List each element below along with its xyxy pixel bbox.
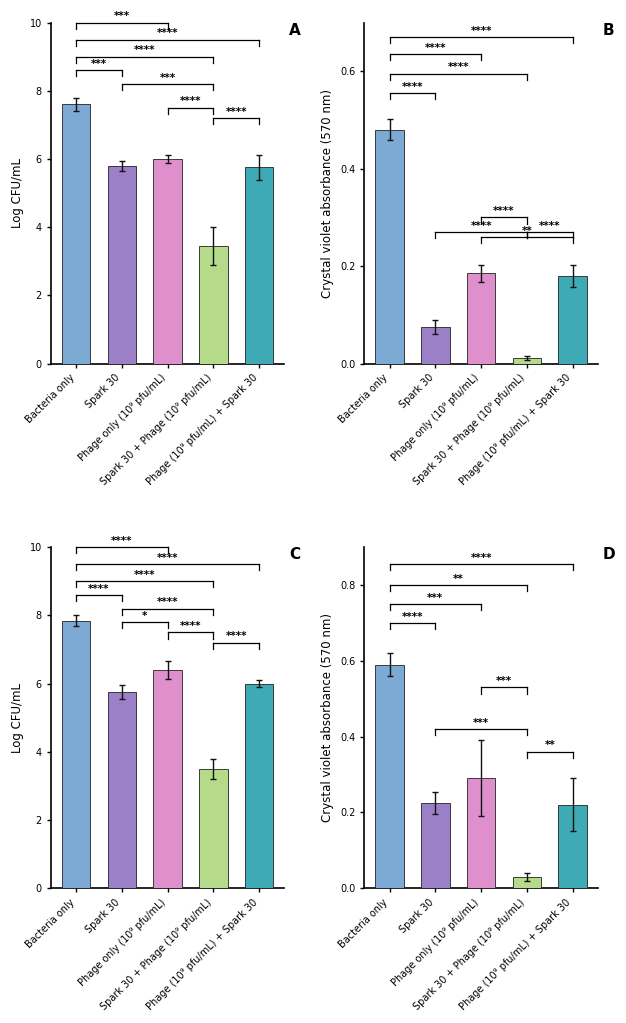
Text: ***: ***: [428, 592, 443, 603]
Text: ***: ***: [160, 73, 176, 83]
Bar: [421, 803, 449, 888]
Text: ****: ****: [225, 106, 247, 117]
Y-axis label: Crystal violet absorbance (570 nm): Crystal violet absorbance (570 nm): [321, 89, 334, 298]
Text: *: *: [142, 611, 148, 621]
Y-axis label: Crystal violet absorbance (570 nm): Crystal violet absorbance (570 nm): [321, 613, 334, 822]
Bar: [558, 276, 587, 363]
Text: ****: ****: [470, 26, 492, 36]
Bar: [153, 159, 182, 363]
Bar: [376, 665, 404, 888]
Bar: [153, 670, 182, 888]
Text: ****: ****: [225, 631, 247, 641]
Text: ****: ****: [157, 29, 178, 38]
Text: ***: ***: [114, 11, 130, 21]
Text: B: B: [602, 23, 614, 38]
Text: ***: ***: [473, 718, 489, 727]
Text: ****: ****: [493, 206, 515, 216]
Y-axis label: Log CFU/mL: Log CFU/mL: [11, 682, 24, 753]
Text: ****: ****: [180, 621, 202, 631]
Text: ***: ***: [91, 59, 107, 69]
Bar: [108, 166, 136, 363]
Bar: [62, 104, 90, 363]
Bar: [513, 877, 541, 888]
Bar: [199, 769, 228, 888]
Text: ****: ****: [134, 45, 155, 55]
Text: ****: ****: [448, 62, 469, 73]
Text: ***: ***: [496, 676, 512, 686]
Bar: [376, 130, 404, 363]
Text: ****: ****: [402, 82, 423, 92]
Y-axis label: Log CFU/mL: Log CFU/mL: [11, 158, 24, 228]
Text: ****: ****: [134, 570, 155, 580]
Text: ****: ****: [470, 552, 492, 563]
Text: ****: ****: [539, 221, 560, 230]
Text: ****: ****: [180, 96, 202, 106]
Bar: [467, 779, 495, 888]
Bar: [62, 621, 90, 888]
Text: ****: ****: [424, 43, 446, 53]
Bar: [421, 327, 449, 363]
Text: ****: ****: [157, 552, 178, 563]
Text: ****: ****: [470, 221, 492, 230]
Bar: [467, 273, 495, 363]
Bar: [245, 168, 274, 363]
Bar: [108, 693, 136, 888]
Text: ****: ****: [157, 597, 178, 608]
Text: C: C: [289, 547, 300, 563]
Text: ****: ****: [402, 612, 423, 622]
Text: **: **: [545, 741, 555, 751]
Bar: [558, 805, 587, 888]
Text: ****: ****: [111, 536, 133, 546]
Text: ****: ****: [88, 583, 110, 593]
Text: A: A: [289, 23, 301, 38]
Text: D: D: [602, 547, 615, 563]
Bar: [199, 246, 228, 363]
Bar: [245, 683, 274, 888]
Text: **: **: [453, 574, 464, 584]
Bar: [513, 358, 541, 363]
Text: **: **: [521, 225, 532, 235]
